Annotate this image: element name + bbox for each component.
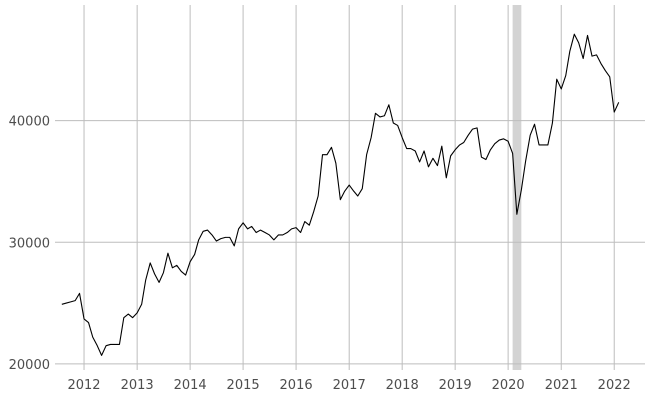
x-tick-label: 2017 [333, 378, 366, 393]
series-line-0 [61, 33, 620, 356]
x-tick-label: 2013 [121, 378, 154, 393]
x-tick-label: 2012 [67, 378, 100, 393]
shaded-period-band [512, 5, 522, 370]
series-layer [61, 33, 620, 356]
x-tick-label: 2014 [174, 378, 207, 393]
x-tick-label: 2018 [386, 378, 419, 393]
x-tick-label: 2020 [492, 378, 525, 393]
x-tick-label: 2022 [598, 378, 631, 393]
shaded-period-layer [512, 5, 522, 370]
x-axis-tick-labels: 2012 2013 2014 2015 2016 2017 2018 2019 2020 2021… [67, 378, 630, 393]
x-tick-label: 2021 [545, 378, 578, 393]
x-tick-label: 2015 [227, 378, 260, 393]
y-axis-tick-labels: 20000 30000 40000 [9, 115, 50, 373]
gridlines [55, 5, 645, 370]
x-tick-label: 2016 [280, 378, 313, 393]
y-tick-label: 30000 [9, 236, 50, 251]
y-tick-label: 40000 [9, 115, 50, 130]
y-tick-label: 20000 [9, 358, 50, 373]
x-tick-label: 2019 [439, 378, 472, 393]
